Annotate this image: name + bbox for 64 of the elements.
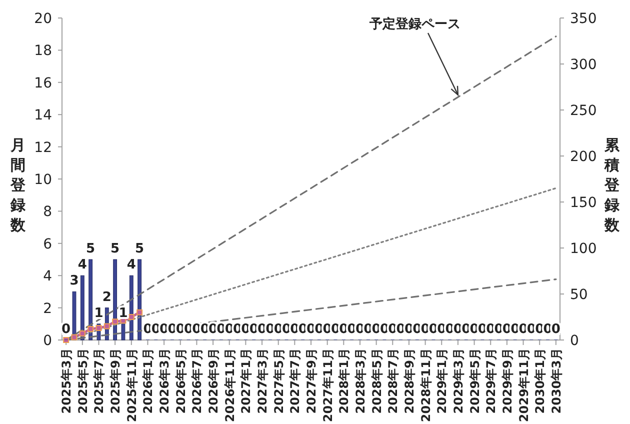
x-tick-label: 2028年11月 (418, 348, 433, 422)
y-tick-label: 16 (34, 75, 52, 92)
data-label: 4 (126, 258, 136, 273)
y-axis-title: 月間登録数 (10, 136, 26, 234)
x-tick-label: 2027年3月 (256, 348, 270, 414)
x-tick-label: 2030年3月 (549, 348, 564, 414)
x-tick-label: 2029年1月 (435, 348, 450, 414)
x-tick-label: 2027年11月 (320, 348, 335, 422)
y2-tick-label: 0 (570, 333, 579, 349)
x-tick-label: 2028年9月 (402, 348, 416, 414)
y2-tick-label: 100 (570, 241, 597, 257)
y2-tick-label: 300 (570, 57, 597, 73)
y-tick-label: 0 (43, 333, 52, 349)
x-tick-label: 2026年9月 (206, 348, 221, 414)
data-label: 3 (70, 274, 79, 289)
x-tick-label: 2026年11月 (222, 348, 237, 422)
data-label: 1 (118, 306, 128, 321)
x-tick-label: 2029年9月 (500, 348, 514, 414)
x-tick-label: 2028年7月 (386, 348, 400, 414)
data-label: 2 (102, 290, 112, 305)
x-tick-label: 2027年1月 (239, 348, 254, 414)
data-label: 0 (62, 322, 71, 337)
x-tick-label: 2026年7月 (190, 348, 204, 414)
y-tick-label: 18 (34, 43, 52, 60)
y-tick-label: 4 (43, 268, 52, 285)
data-label: 1 (94, 306, 104, 321)
annotation: 予定登録ペース (368, 16, 460, 32)
y-tick-label: 10 (34, 172, 52, 188)
data-label: 5 (110, 242, 120, 256)
x-tick-label: 2025年11月 (124, 348, 139, 422)
x-tick-label: 2028年5月 (370, 348, 384, 414)
x-tick-label: 2026年3月 (158, 348, 172, 414)
x-tick-label: 2029年5月 (468, 348, 482, 414)
x-tick-label: 2029年3月 (451, 348, 466, 414)
x-tick-label: 2025年3月 (60, 348, 74, 414)
x-tick-label: 2025年5月 (76, 348, 90, 414)
data-label: 0 (551, 322, 560, 337)
data-label: 5 (135, 242, 144, 256)
y-tick-label: 20 (34, 11, 52, 27)
y2-tick-label: 50 (570, 287, 588, 303)
x-tick-label: 2030年1月 (533, 348, 548, 414)
y-tick-label: 6 (43, 236, 52, 252)
y-tick-label: 8 (43, 204, 52, 220)
x-tick-label: 2026年5月 (174, 348, 188, 414)
x-tick-label: 2027年5月 (272, 348, 286, 414)
x-tick-label: 2027年7月 (288, 348, 302, 414)
y-tick-label: 14 (34, 108, 52, 124)
y2-axis-title: 累積登録数 (604, 136, 620, 234)
x-tick-label: 2026年1月 (141, 348, 156, 414)
x-tick-label: 2025年9月 (108, 348, 123, 414)
y2-tick-label: 150 (570, 195, 597, 211)
data-label: 5 (86, 242, 96, 256)
x-tick-label: 2028年1月 (337, 348, 352, 414)
y2-tick-label: 350 (570, 11, 597, 27)
x-tick-label: 2025年7月 (92, 348, 106, 414)
x-tick-label: 2029年7月 (484, 348, 498, 414)
x-tick-label: 2029年11月 (516, 348, 531, 422)
y2-tick-label: 250 (570, 103, 597, 119)
y-tick-label: 12 (34, 140, 52, 156)
y-tick-label: 2 (43, 300, 52, 317)
data-label: 4 (78, 258, 87, 273)
x-tick-label: 2027年9月 (304, 348, 318, 414)
x-tick-label: 2028年3月 (353, 348, 368, 414)
y2-tick-label: 200 (570, 149, 597, 165)
